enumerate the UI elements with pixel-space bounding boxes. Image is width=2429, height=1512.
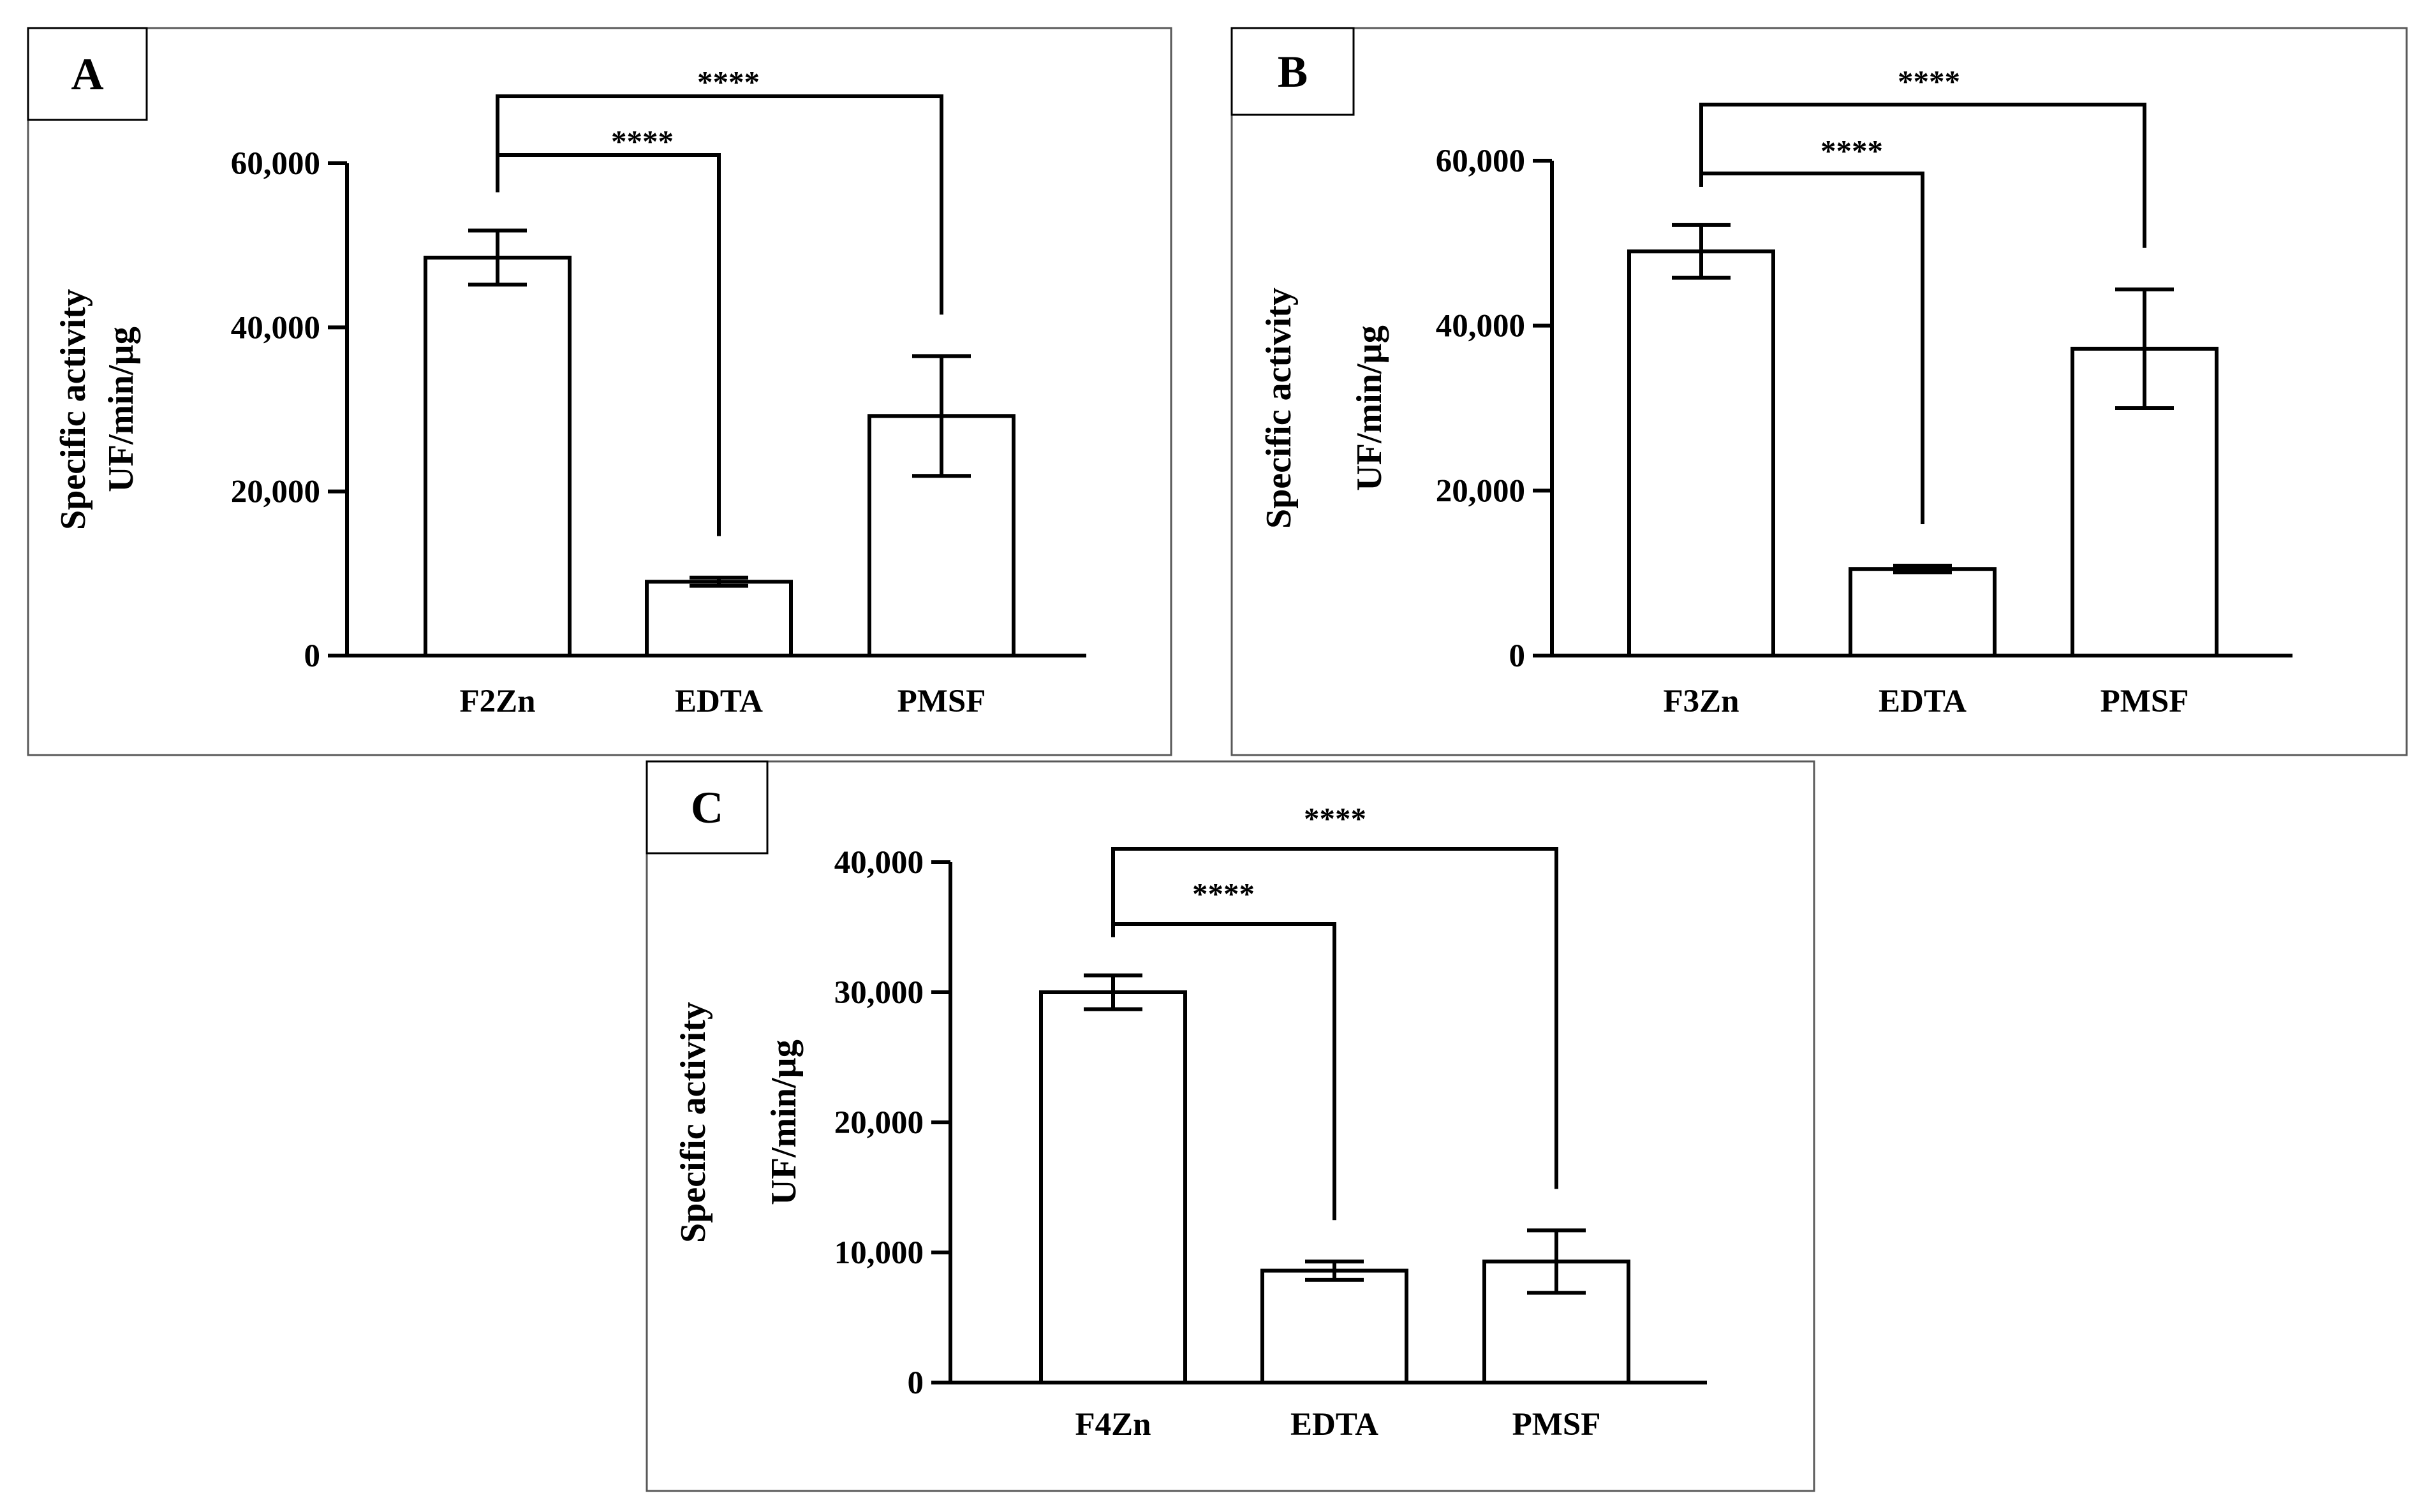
panel-letter: A xyxy=(71,50,103,99)
panel-c: C 0 10,000 20,000 30,000 40,000 Specific activ… xyxy=(646,760,1815,1492)
category-label: F4Zn xyxy=(1075,1407,1151,1442)
y-tick-label: 0 xyxy=(1509,638,1526,674)
panel-letter-box xyxy=(1230,27,1355,116)
y-axis-label-line1: Specific activity xyxy=(54,289,93,530)
significance-bracket xyxy=(1111,847,1558,1189)
significance-label: **** xyxy=(1820,133,1883,168)
y-tick-label: 40,000 xyxy=(834,845,924,881)
significance-label: **** xyxy=(697,64,760,99)
y-axis-label-line1: Specific activity xyxy=(674,1002,713,1243)
y-tick-label: 20,000 xyxy=(231,474,320,510)
y-tick-label: 0 xyxy=(304,638,321,674)
y-tick-label: 40,000 xyxy=(231,310,320,346)
significance-bracket xyxy=(1699,103,2146,248)
y-tick-label: 40,000 xyxy=(1436,309,1525,344)
bar-f4zn xyxy=(1039,990,1187,1384)
significance-label: **** xyxy=(1192,876,1255,911)
y-axis-label-line2: UF/min/µg xyxy=(101,327,141,492)
y-axis-label-line2: UF/min/µg xyxy=(1350,325,1389,490)
y-tick-label: 20,000 xyxy=(834,1105,924,1141)
significance-label: **** xyxy=(1898,64,1960,99)
y-tick-label: 10,000 xyxy=(834,1235,924,1271)
significance-bracket xyxy=(496,94,943,315)
category-label: PMSF xyxy=(1512,1407,1601,1442)
panel-letter-box xyxy=(27,27,148,121)
panel-letter: B xyxy=(1278,47,1308,97)
panel-frame xyxy=(646,760,1815,1492)
y-tick-label: 0 xyxy=(908,1365,924,1401)
panel-letter: C xyxy=(691,783,723,833)
category-label: F2Zn xyxy=(459,684,535,719)
y-tick-label: 20,000 xyxy=(1436,473,1525,509)
panel-frame xyxy=(1230,27,2408,756)
y-axis-label-line2: UF/min/µg xyxy=(764,1039,804,1205)
bar-f2zn xyxy=(424,255,572,657)
bar-edta xyxy=(645,580,793,658)
y-tick-label: 60,000 xyxy=(1436,143,1525,179)
panel-b: B 0 20,000 40,000 60,000 Specific activity UF/… xyxy=(1230,27,2408,756)
panel-a: A 0 20,000 40,000 60,000 Specific activity UF/… xyxy=(27,27,1172,756)
category-label: EDTA xyxy=(1879,684,1967,719)
panel-frame xyxy=(27,27,1172,756)
y-axis-label-line1: Specific activity xyxy=(1259,288,1299,529)
bar-edta xyxy=(1849,567,1997,658)
bar-f3zn xyxy=(1627,249,1775,657)
y-tick-label: 60,000 xyxy=(231,146,320,182)
panel-letter-box xyxy=(646,760,769,855)
category-label: EDTA xyxy=(1290,1407,1378,1442)
y-tick-label: 30,000 xyxy=(834,975,924,1011)
category-label: PMSF xyxy=(2100,684,2189,719)
bar-edta xyxy=(1260,1268,1408,1385)
significance-label: **** xyxy=(1304,801,1366,836)
significance-label: **** xyxy=(611,124,674,159)
category-label: F3Zn xyxy=(1663,684,1739,719)
category-label: EDTA xyxy=(675,684,763,719)
category-label: PMSF xyxy=(897,684,986,719)
